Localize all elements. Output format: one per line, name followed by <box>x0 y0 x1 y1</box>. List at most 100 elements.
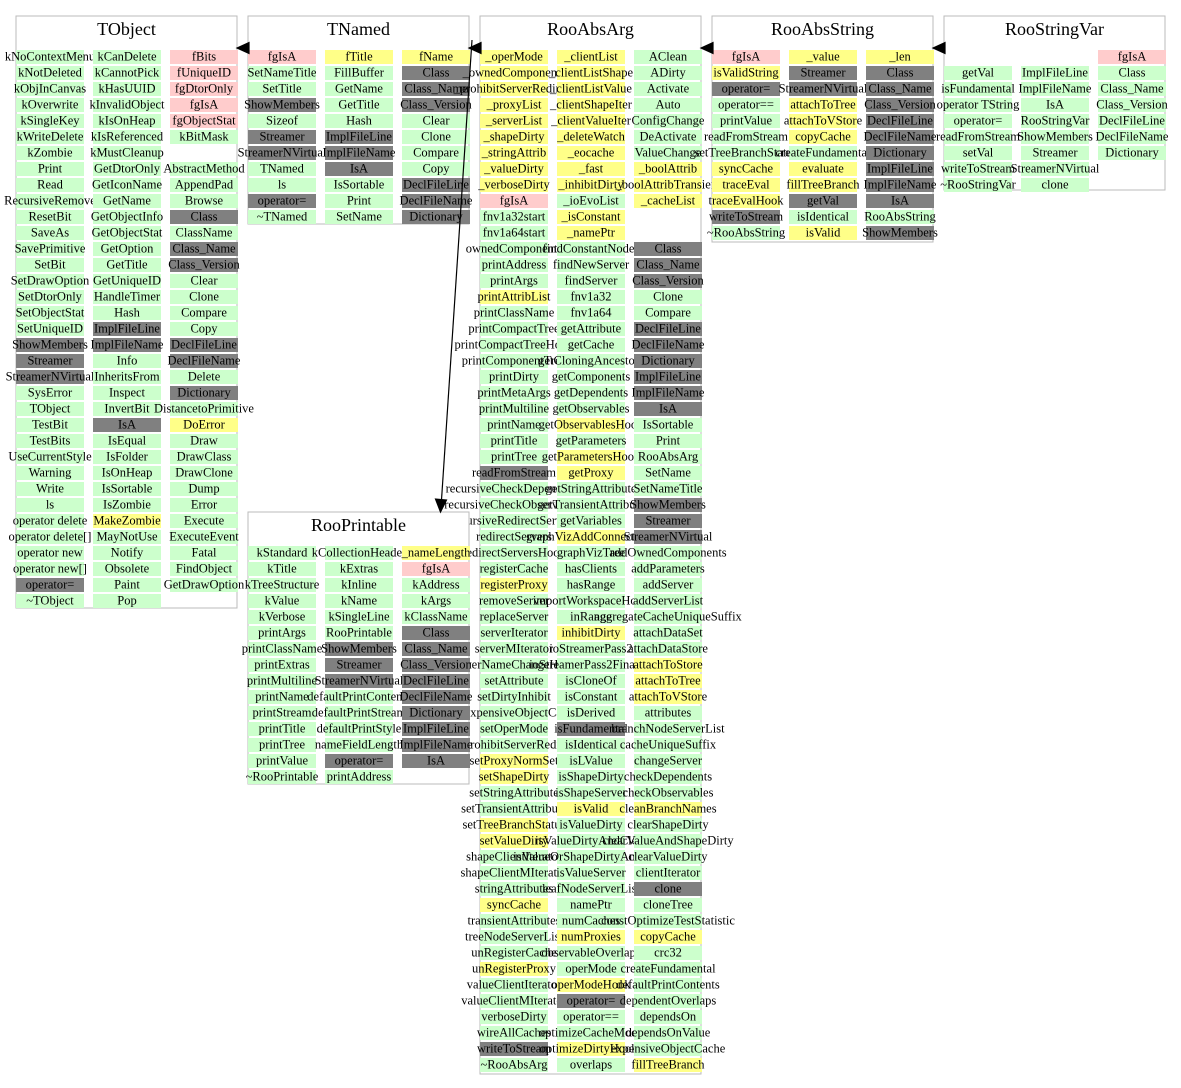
member-cell <box>170 114 238 128</box>
member-label: AClean <box>649 49 688 63</box>
member-label: Class_Version <box>632 273 704 287</box>
member-label: ShowMembers <box>321 641 397 655</box>
member-label: printAddress <box>327 769 392 783</box>
member-label: fnv1a64 <box>571 305 613 319</box>
member-cell <box>789 194 857 208</box>
class-node: RooAbsString fgIsA isValidString operator= o… <box>695 15 938 243</box>
member-label: _nameLength <box>401 545 471 559</box>
member-cell <box>557 770 625 784</box>
member-cell <box>557 146 625 160</box>
member-label: Class_Name <box>868 81 932 95</box>
member-cell <box>402 642 470 656</box>
member-label: Streamer <box>800 65 846 79</box>
member-label: SetDrawOption <box>11 273 90 287</box>
member-label: verboseDirty <box>481 1009 547 1023</box>
member-label: SaveAs <box>31 225 69 239</box>
member-label: ImplFileName <box>400 737 473 751</box>
member-cell <box>557 626 625 640</box>
member-label: setProhibitServerRedirect <box>449 737 579 751</box>
arrow-head <box>235 41 250 55</box>
member-cell <box>634 594 702 608</box>
member-label: ClassName <box>176 225 233 239</box>
member-label: printMultiline <box>247 673 318 687</box>
member-label: recursiveRedirectServers <box>451 513 577 527</box>
member-label: findNewServer <box>553 257 630 271</box>
member-cell <box>93 418 161 432</box>
member-label: operator new[] <box>13 561 87 575</box>
member-label: getParameters <box>556 433 627 447</box>
member-cell <box>480 290 548 304</box>
member-label: fName <box>419 49 453 63</box>
member-label: attachToTree <box>790 97 856 111</box>
member-label: printTitle <box>259 721 306 735</box>
member-cell <box>16 498 84 512</box>
member-label: StreamerNVirtual <box>1011 161 1100 175</box>
member-cell <box>712 210 780 224</box>
member-label: Dump <box>188 481 219 495</box>
member-label: unRegisterProxy <box>472 961 557 975</box>
member-cell <box>248 738 316 752</box>
member-label: Class <box>1118 65 1145 79</box>
member-label: ShowMembers <box>630 497 706 511</box>
member-label: kInvalidObject <box>90 97 166 111</box>
member-cell <box>325 50 393 64</box>
member-cell <box>480 722 548 736</box>
member-cell <box>248 690 316 704</box>
member-cell <box>480 994 548 1008</box>
member-label: ImplFileLine <box>1022 65 1088 79</box>
member-cell <box>634 882 702 896</box>
member-label: _boolAttrib <box>638 161 697 175</box>
member-cell <box>93 50 161 64</box>
member-label: optimizeCacheMode <box>539 1025 644 1039</box>
member-cell <box>634 658 702 672</box>
member-label: valueClientMIterator <box>461 993 567 1007</box>
member-cell <box>480 210 548 224</box>
member-label: kName <box>341 593 378 607</box>
member-cell <box>634 274 702 288</box>
member-label: GetTitle <box>106 257 148 271</box>
member-cell <box>325 674 393 688</box>
edge <box>440 39 473 501</box>
member-label: defaultPrintStyle <box>317 721 402 735</box>
member-label: isValid <box>806 225 841 239</box>
member-cell <box>480 786 548 800</box>
class-node: RooStringVar getVal isFundamental operator … <box>936 15 1169 192</box>
member-label: Class_Version <box>168 257 240 271</box>
member-cell <box>248 674 316 688</box>
member-label: traceEvalHook <box>709 193 785 207</box>
member-label: getAttribute <box>561 321 622 335</box>
member-cell <box>557 914 625 928</box>
member-label: InvertBit <box>104 401 150 415</box>
member-cell <box>1021 162 1089 176</box>
member-label: printTitle <box>491 433 538 447</box>
member-cell <box>634 722 702 736</box>
member-cell <box>16 562 84 576</box>
member-cell <box>170 130 238 144</box>
member-cell <box>248 130 316 144</box>
member-label: kClassName <box>404 609 468 623</box>
member-label: Read <box>37 177 63 191</box>
member-cell <box>325 578 393 592</box>
member-cell <box>170 386 238 400</box>
member-cell <box>480 322 548 336</box>
member-cell <box>248 178 316 192</box>
member-cell <box>866 178 934 192</box>
member-cell <box>93 258 161 272</box>
member-cell <box>16 434 84 448</box>
member-label: ImplFileLine <box>326 129 392 143</box>
member-cell <box>16 290 84 304</box>
member-cell <box>16 530 84 544</box>
member-cell <box>557 898 625 912</box>
member-label: isLValue <box>569 753 613 767</box>
member-cell <box>16 50 84 64</box>
member-cell <box>93 146 161 160</box>
member-label: writeToStream <box>941 161 1015 175</box>
member-label: Inspect <box>109 385 146 399</box>
member-label: Dictionary <box>409 705 463 719</box>
member-cell <box>170 370 238 384</box>
member-label: getObservablesHook <box>539 417 645 431</box>
member-label: fnv1a64start <box>483 225 546 239</box>
member-label: DeclFileName <box>400 689 473 703</box>
member-cell <box>480 866 548 880</box>
member-cell <box>16 370 84 384</box>
